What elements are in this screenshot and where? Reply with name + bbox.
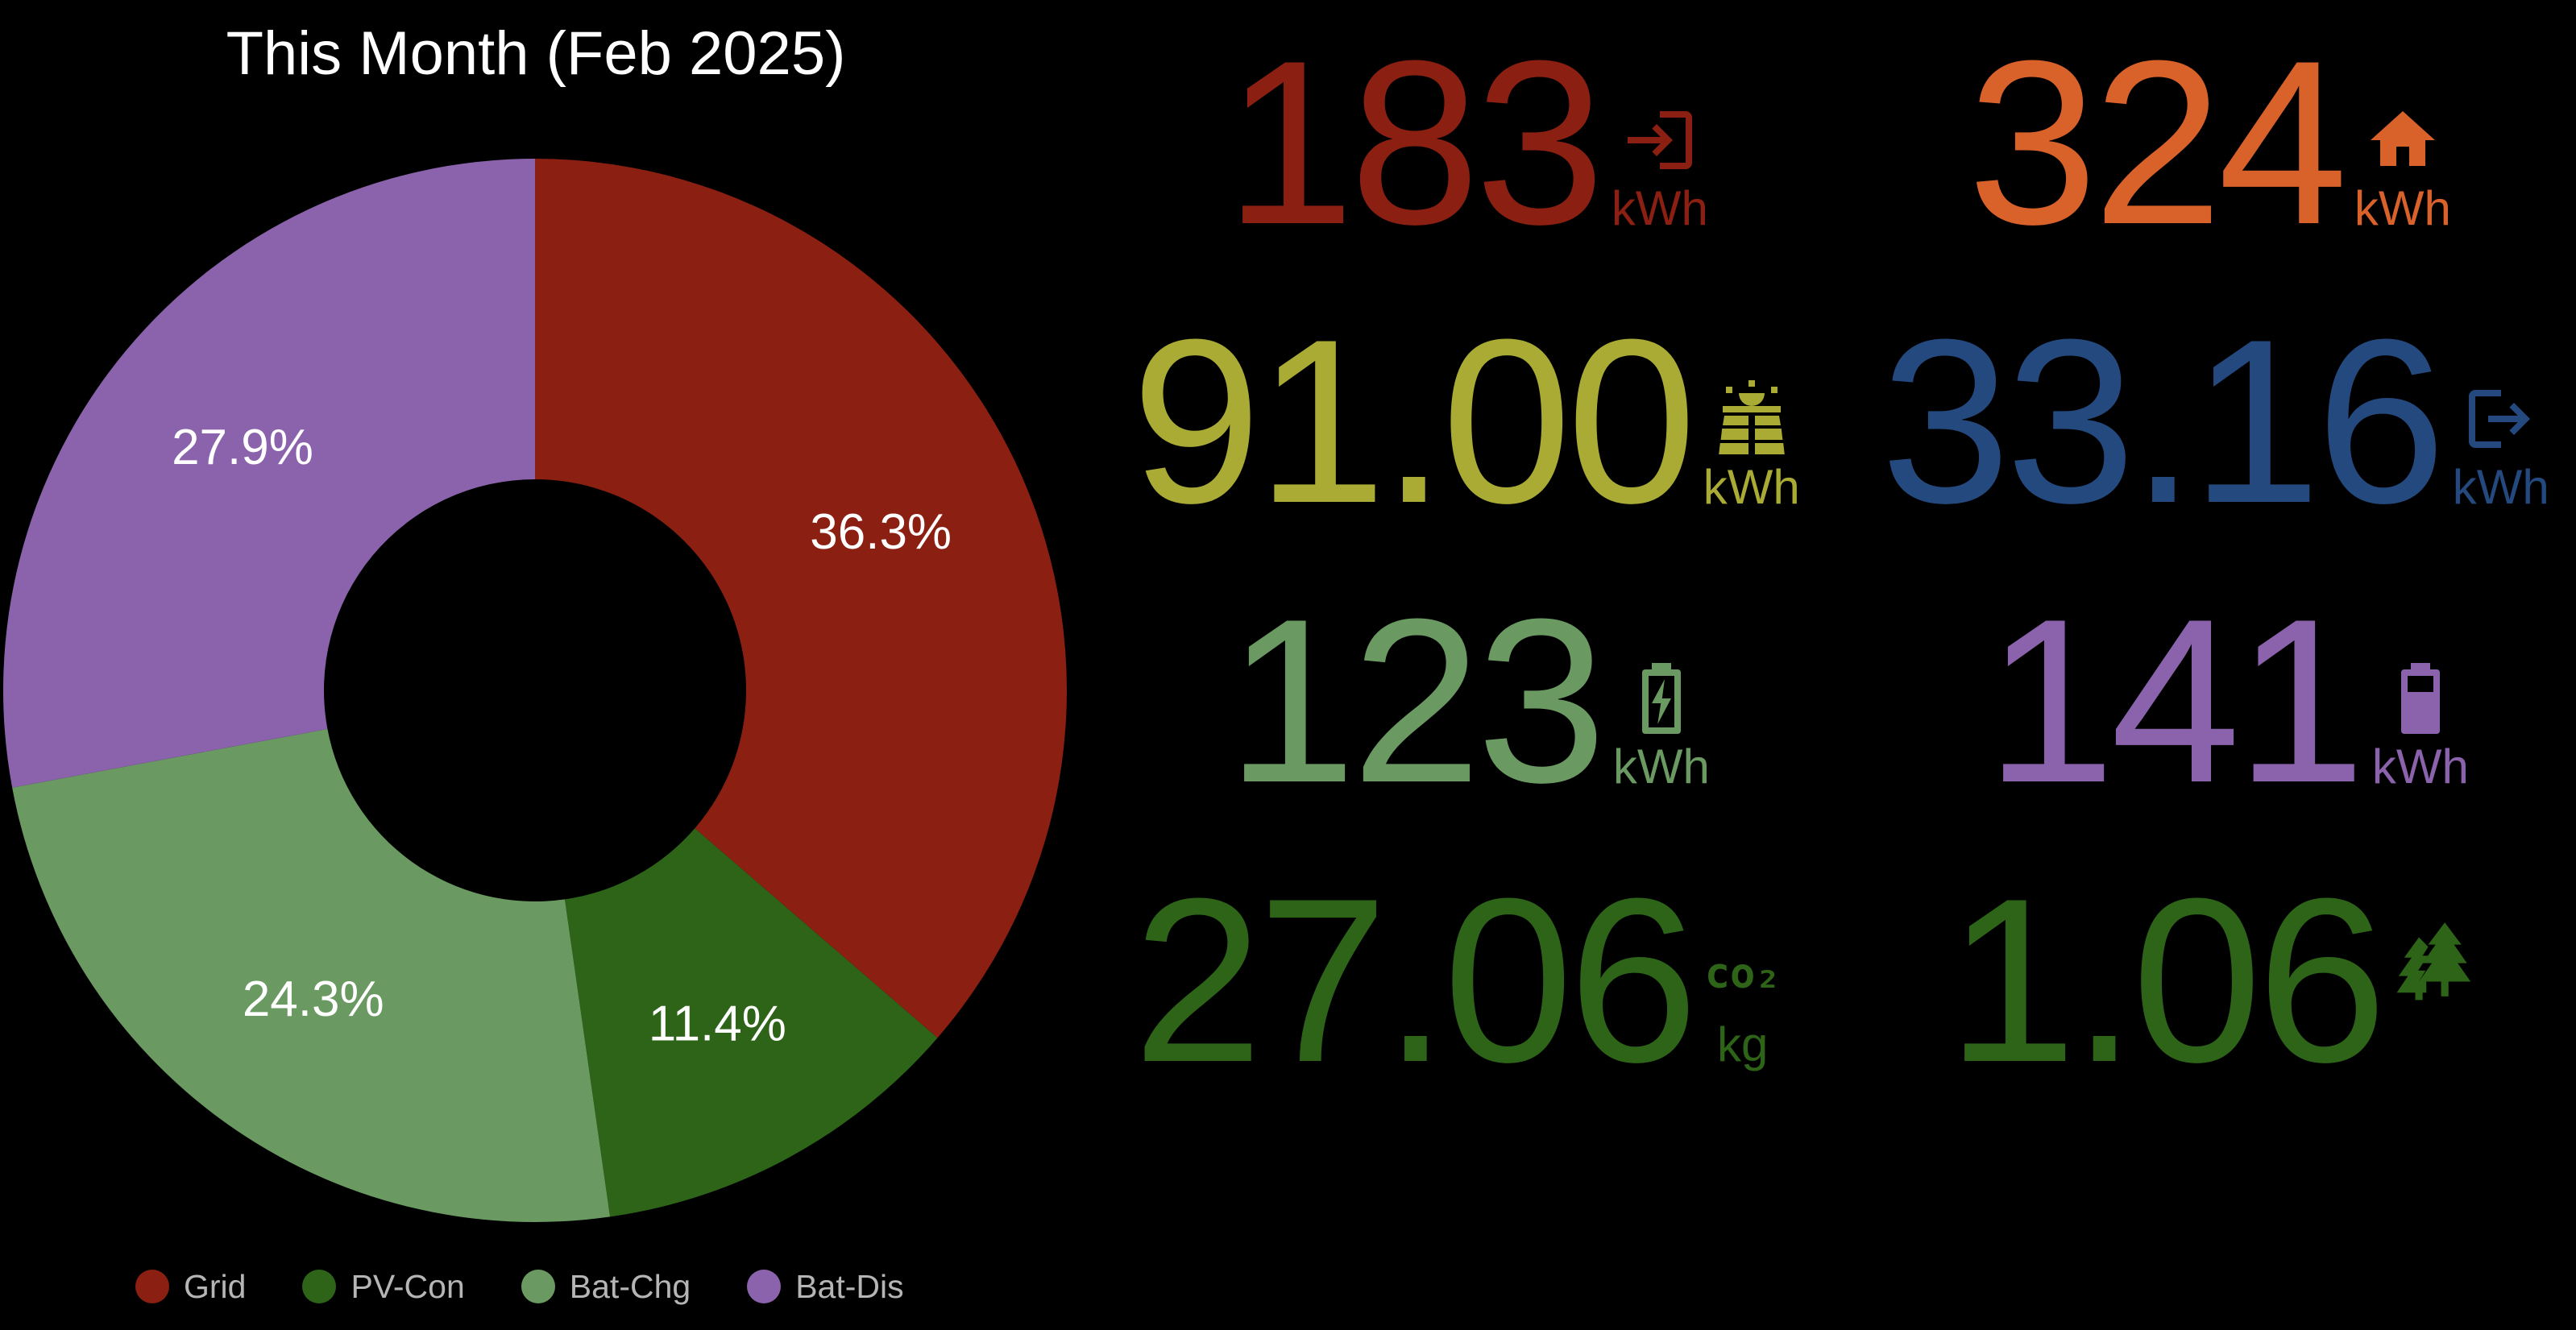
battery-icon <box>2400 663 2440 734</box>
legend-swatch <box>747 1270 782 1303</box>
slice-bat-dis <box>2 159 535 788</box>
solar-panel-icon <box>1718 380 1785 454</box>
donut-chart: 36.3% 11.4% 24.3% 27.9% <box>2 159 1067 1222</box>
legend-item-pv-con[interactable]: PV-Con <box>302 1266 465 1307</box>
grid-export-unit: kWh <box>2452 460 2549 514</box>
metric-trees: 1.06 <box>1947 850 2482 1111</box>
battery-discharge-value: 141 <box>1985 570 2366 831</box>
trees-icon <box>2397 922 2471 1001</box>
slice-label-grid: 36.3% <box>810 504 952 560</box>
battery-charging-icon <box>1641 663 1681 734</box>
slice-label-bat-chg: 24.3% <box>243 972 384 1027</box>
trees-value: 1.06 <box>1947 850 2387 1111</box>
metric-grid-import: 183 kWh <box>1225 12 1708 273</box>
legend-label: PV-Con <box>351 1268 465 1305</box>
metric-battery-discharge: 141 kWh <box>1985 570 2469 831</box>
metric-solar: 91.00 kWh <box>1131 291 1800 552</box>
metric-battery-charge: 123 kWh <box>1226 570 1710 831</box>
legend-item-grid[interactable]: Grid <box>135 1266 246 1307</box>
legend-swatch <box>521 1270 555 1303</box>
co2-value: 27.06 <box>1133 850 1699 1111</box>
chart-legend: Grid PV-Con Bat-Chg Bat-Dis <box>135 1266 960 1307</box>
legend-swatch <box>135 1270 169 1303</box>
metric-grid-export: 33.16 kWh <box>1881 291 2549 552</box>
chart-panel: This Month (Feb 2025) 36.3% 11.4% 24.3% 27.… <box>0 0 1072 1330</box>
battery-charge-unit: kWh <box>1612 740 1710 793</box>
grid-import-icon <box>1627 111 1692 169</box>
battery-discharge-unit: kWh <box>2371 740 2469 793</box>
grid-import-unit: kWh <box>1611 181 1708 235</box>
home-unit: kWh <box>2354 181 2451 235</box>
slice-grid <box>535 159 1067 1038</box>
solar-value: 91.00 <box>1131 291 1697 552</box>
legend-label: Grid <box>184 1268 247 1305</box>
legend-label: Bat-Chg <box>569 1268 691 1305</box>
legend-item-bat-dis[interactable]: Bat-Dis <box>747 1266 904 1307</box>
slice-label-pv-con: 11.4% <box>649 996 786 1052</box>
legend-item-bat-chg[interactable]: Bat-Chg <box>521 1266 691 1307</box>
slice-label-bat-dis: 27.9% <box>172 420 313 475</box>
grid-import-value: 183 <box>1225 12 1605 273</box>
home-value: 324 <box>1968 12 2348 273</box>
co2-icon: co₂ <box>1704 950 1781 998</box>
slice-bat-chg <box>12 728 611 1222</box>
legend-swatch <box>302 1270 337 1303</box>
grid-export-value: 33.16 <box>1881 291 2446 552</box>
chart-title: This Month (Feb 2025) <box>226 19 846 88</box>
co2-unit: kg <box>1716 1017 1769 1071</box>
grid-export-icon <box>2468 390 2530 448</box>
battery-charge-value: 123 <box>1226 570 1607 831</box>
solar-unit: kWh <box>1703 460 1800 514</box>
home-icon <box>2370 111 2435 166</box>
metric-home: 324 kWh <box>1968 12 2451 273</box>
metrics-panel: 183 kWh 324 kWh 91.00 <box>1072 0 2576 1330</box>
metric-co2: 27.06 co₂ kg <box>1133 850 1781 1111</box>
legend-label: Bat-Dis <box>795 1268 904 1305</box>
slice-pv-con <box>564 828 938 1217</box>
